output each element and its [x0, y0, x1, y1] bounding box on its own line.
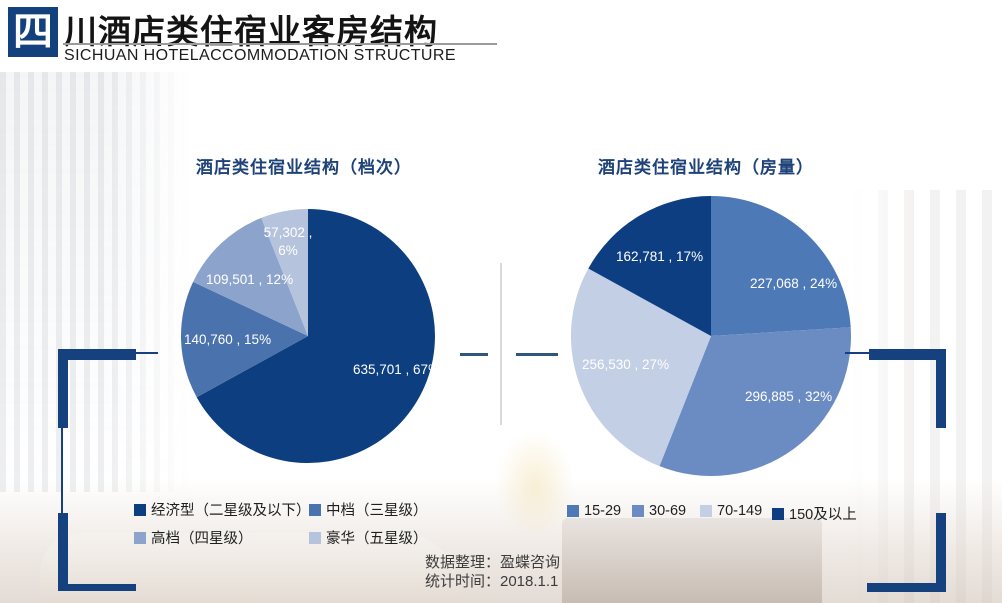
bracket-left-bottom-bar	[58, 584, 136, 591]
slice-label-150plus: 162,781 , 17%	[616, 249, 704, 264]
legend-swatch-economy	[134, 503, 146, 516]
legend-swatch-luxury	[309, 531, 321, 544]
legend-item-upscale: 高档（四星级）	[134, 527, 253, 548]
legend-label-15-29: 15-29	[584, 503, 622, 519]
legend-item-150plus: 150及以上	[772, 503, 857, 524]
slice-label-30-69: 296,885 , 32%	[745, 389, 833, 404]
legend-item-economy: 经济型（二星级及以下）	[134, 499, 311, 520]
legend-swatch-15-29	[567, 505, 579, 517]
si-chuan-logo-badge: 四	[8, 7, 58, 57]
legend-item-70-149: 70-149	[700, 503, 762, 519]
legend-label-upscale: 高档（四星级）	[151, 531, 253, 547]
background-sofa-shape	[40, 533, 460, 603]
bracket-left-thin-vertical	[61, 428, 63, 513]
legend-label-midscale: 中档（三星级）	[326, 503, 428, 519]
dash-left-decoration	[460, 353, 488, 356]
title-underline	[63, 43, 497, 45]
bracket-right-lower-vertical	[936, 513, 946, 592]
legend-item-midscale: 中档（三星级）	[309, 499, 428, 520]
slice-label-70-149: 256,530 , 27%	[582, 357, 670, 372]
legend-swatch-30-69	[632, 505, 644, 517]
right-chart-title: 酒店类住宿业结构（房量）	[598, 158, 814, 177]
legend-item-luxury: 豪华（五星级）	[309, 527, 428, 548]
background-lamp-glow	[495, 430, 575, 540]
left-chart-title: 酒店类住宿业结构（档次）	[196, 158, 412, 177]
page-title: 川酒店类住宿业客房结构	[64, 13, 438, 50]
legend-swatch-70-149	[700, 505, 712, 517]
pie-svg	[571, 196, 851, 476]
pie-svg	[181, 209, 435, 463]
slice-label-economy: 635,701 , 67%	[353, 362, 441, 377]
bracket-left-upper-vertical	[58, 349, 68, 428]
bracket-left-lower-vertical	[58, 513, 68, 590]
bracket-right-top-extension	[845, 352, 869, 354]
pie-chart-grade	[181, 209, 435, 463]
bracket-right-top-bar	[869, 349, 945, 360]
legend-label-150plus: 150及以上	[789, 507, 857, 523]
legend-label-economy: 经济型（二星级及以下）	[151, 503, 311, 519]
bracket-left-top-bar	[62, 349, 136, 360]
logo-glyph: 四	[13, 10, 53, 54]
slice-label-luxury: 57,302 , 6%	[263, 225, 313, 259]
slice-label-midscale: 140,760 , 15%	[184, 332, 272, 347]
vertical-divider-line	[500, 263, 502, 425]
legend-swatch-midscale	[309, 503, 321, 516]
legend-item-15-29: 15-29	[567, 503, 621, 519]
page-subtitle: SICHUAN HOTELACCOMMODATION STRUCTURE	[64, 47, 456, 64]
bracket-left-top-extension	[136, 352, 158, 354]
slice-label-15-29: 227,068 , 24%	[750, 276, 838, 291]
bracket-right-upper-vertical	[936, 349, 946, 428]
bracket-right-bottom-bar	[867, 583, 946, 592]
slice-label-upscale: 109,501 , 12%	[206, 272, 294, 287]
legend-swatch-150plus	[772, 507, 784, 520]
background-building-image	[0, 72, 190, 492]
footer-statistic-time: 统计时间：2018.1.1	[425, 573, 559, 590]
dash-right-decoration	[516, 353, 558, 356]
legend-swatch-upscale	[134, 531, 146, 544]
legend-label-30-69: 30-69	[649, 503, 687, 519]
legend-label-70-149: 70-149	[717, 503, 763, 519]
footer-data-source: 数据整理：盈蝶咨询	[425, 554, 561, 571]
legend-item-30-69: 30-69	[632, 503, 686, 519]
legend-label-luxury: 豪华（五星级）	[326, 531, 428, 547]
pie-chart-rooms	[571, 196, 851, 476]
background-furniture-shape	[562, 518, 822, 603]
